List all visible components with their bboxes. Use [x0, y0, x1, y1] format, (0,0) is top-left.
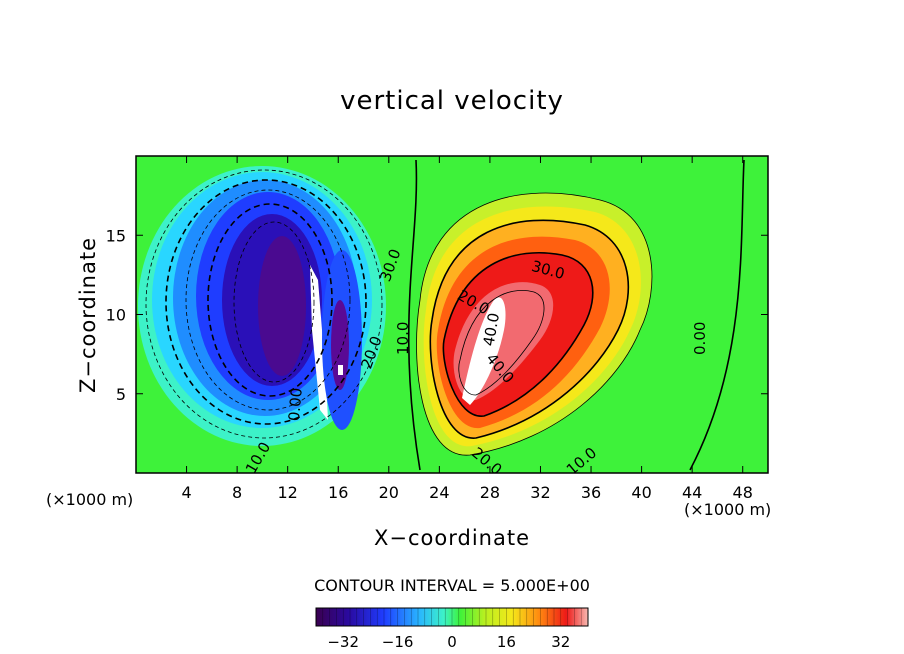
x-tick-label: 12 [278, 483, 298, 502]
x-tick-label: 40 [631, 483, 651, 502]
x-tick-label: 4 [181, 483, 191, 502]
x-tick-label: 20 [379, 483, 399, 502]
colorbar-tick-label: 0 [447, 633, 457, 651]
y-axis: 5 10 15 [106, 226, 768, 404]
updraft-region [416, 193, 652, 456]
y-tick-label: 5 [116, 385, 126, 404]
contour-field: 10.020.030.040.00.0010.020.030.040.020.0… [136, 156, 768, 473]
x-unit-label-right: (×1000 m) [684, 500, 772, 519]
downdraft-region [138, 166, 386, 446]
x-axis-label: X−coordinate [374, 526, 530, 550]
contour-label: 10.0 [394, 322, 412, 355]
x-unit-label-left: (×1000 m) [46, 490, 134, 509]
colorbar: −32 −16 0 16 32 [315, 607, 589, 651]
contour-label: 40.0 [480, 311, 504, 347]
contour-label: 0.00 [285, 387, 306, 422]
x-tick-label: 36 [581, 483, 601, 502]
x-tick-label: 8 [232, 483, 242, 502]
y-tick-label: 15 [106, 226, 126, 245]
x-tick-label: 16 [328, 483, 348, 502]
y-axis-label: Z−coordinate [76, 237, 100, 393]
y-tick-label: 10 [106, 306, 126, 325]
x-axis: 4 8 12 16 20 24 28 32 36 40 44 48 [181, 156, 753, 502]
colorbar-tick-label: −16 [382, 633, 414, 651]
x-tick-label: 28 [480, 483, 500, 502]
contour-interval-label: CONTOUR INTERVAL = 5.000E+00 [314, 576, 590, 595]
colorbar-tick-label: 16 [497, 633, 516, 651]
colorbar-tick-label: 32 [551, 633, 570, 651]
x-tick-label: 24 [429, 483, 449, 502]
chart-title: vertical velocity [340, 86, 564, 116]
x-tick-label: 32 [530, 483, 550, 502]
x-tick-label: 48 [733, 483, 753, 502]
colorbar-tick-label: −32 [327, 633, 359, 651]
contour-label: 0.00 [691, 322, 709, 355]
contour-lines [145, 159, 745, 471]
x-tick-label: 44 [682, 483, 702, 502]
